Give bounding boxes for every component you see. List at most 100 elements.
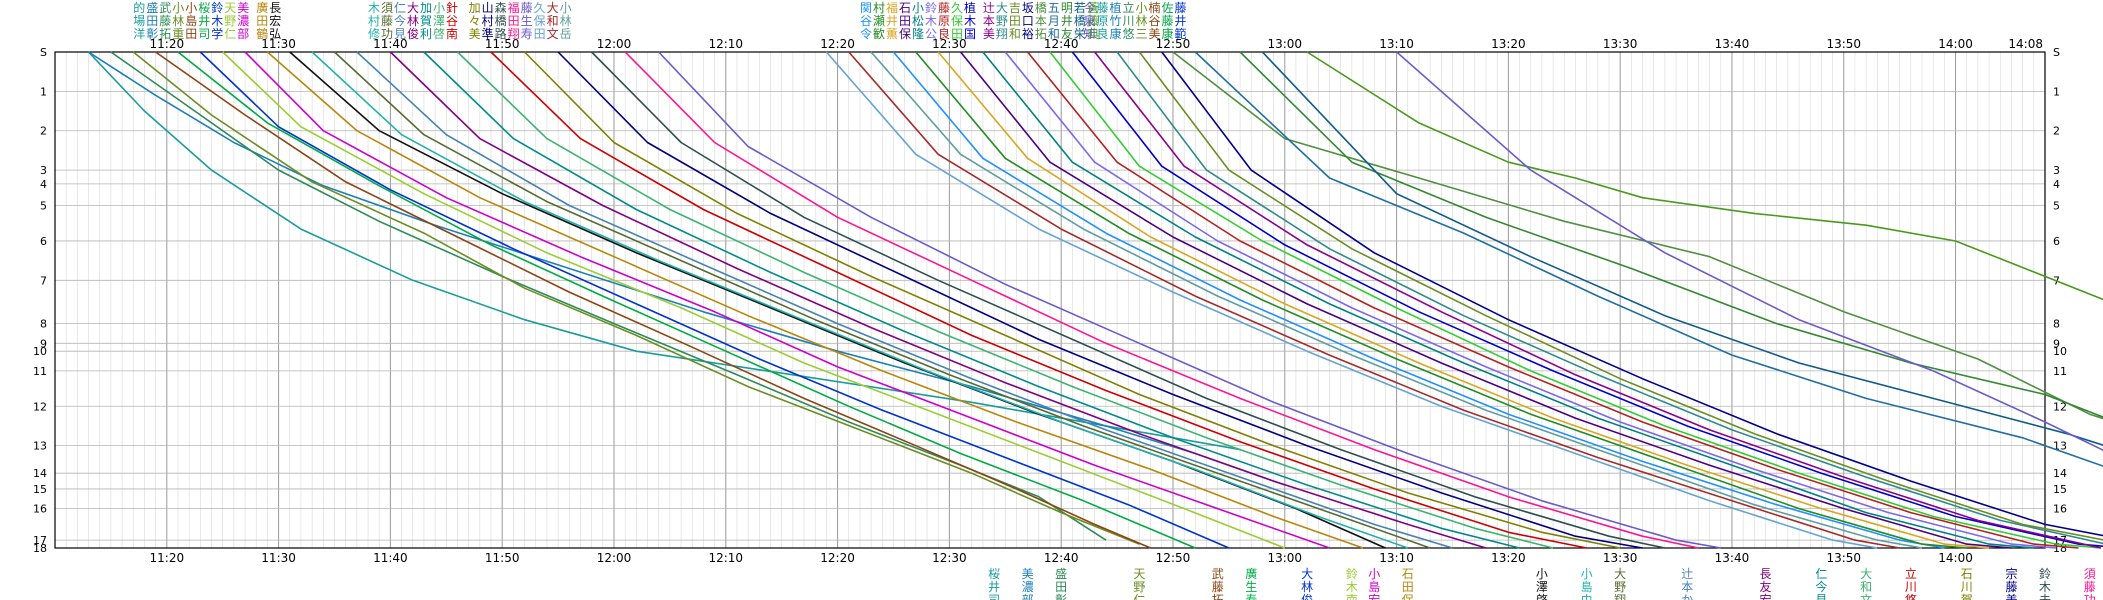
runner-name-char-top: 康 bbox=[1110, 26, 1122, 41]
x-tick-label-top: 12:00 bbox=[597, 37, 632, 51]
runner-name-char-top: 藤 bbox=[1175, 1, 1187, 15]
runner-name-char-top: 植 bbox=[964, 0, 976, 15]
runner-name-char-bottom: 啓 bbox=[1536, 592, 1548, 600]
runner-name-char-bottom: 廣 bbox=[1245, 567, 1257, 581]
series-line-12 bbox=[311, 51, 1409, 549]
runner-name-char-top: 藤 bbox=[521, 1, 533, 15]
runner-name-char-top: 栄 bbox=[1074, 27, 1086, 41]
runner-name-char-top: 小 bbox=[185, 1, 197, 15]
runner-name-char-top: 林 bbox=[172, 14, 184, 28]
runner-name-char-top: 福 bbox=[886, 0, 898, 15]
runner-name-char-top: 田 bbox=[951, 27, 963, 41]
runner-name-char-top: 文 bbox=[547, 26, 559, 41]
x-tick-label-top: 12:50 bbox=[1156, 37, 1191, 51]
y-level-label-left: 10 bbox=[33, 345, 47, 358]
runner-name-char-bottom: 須 bbox=[2084, 567, 2096, 581]
runner-name-char-bottom: 武 bbox=[1212, 567, 1224, 581]
x-tick-label-top: 12:10 bbox=[708, 37, 743, 51]
runner-name-char-bottom: 長 bbox=[1759, 567, 1771, 581]
runner-name-char-bottom: 宏 bbox=[1368, 592, 1380, 600]
series-line-25 bbox=[848, 51, 1900, 549]
x-tick-label-top: 12:30 bbox=[932, 37, 967, 51]
x-tick-label-bottom: 12:20 bbox=[820, 551, 855, 565]
runner-name-char-bottom: 由 bbox=[1581, 593, 1593, 600]
series-lines bbox=[87, 51, 2103, 549]
runner-name-char-top: 関 bbox=[860, 1, 872, 15]
y-level-label-right: 8 bbox=[2053, 318, 2060, 331]
y-level-label-left: 17 bbox=[33, 534, 47, 547]
x-tick-label-top: 13:00 bbox=[1267, 37, 1302, 51]
runner-name-char-top: 村 bbox=[482, 14, 494, 28]
x-end-label: 14:08 bbox=[2008, 37, 2043, 51]
runner-name-char-top: 谷 bbox=[446, 14, 458, 28]
runner-name-char-top: 久 bbox=[951, 1, 963, 15]
runner-name-char-top: 藤 bbox=[1097, 1, 1109, 15]
runner-name-char-top: 井 bbox=[198, 14, 210, 28]
series-line-19 bbox=[524, 51, 1621, 549]
runner-name-char-bottom: 俊 bbox=[1301, 592, 1313, 600]
series-line-33 bbox=[1026, 51, 2079, 549]
runner-name-char-top: 生 bbox=[521, 14, 533, 28]
runner-name-char-top: 植 bbox=[1110, 0, 1122, 15]
y-level-label-left: 1 bbox=[40, 85, 47, 98]
runner-name-char-top: 大 bbox=[407, 1, 419, 15]
runner-name-char-bottom: 小 bbox=[1536, 567, 1548, 581]
series-line-44 bbox=[1306, 51, 2103, 301]
runner-name-char-top: 辻 bbox=[983, 1, 995, 15]
runner-name-char-top: 賀 bbox=[420, 14, 432, 28]
runner-name-char-top: 田 bbox=[534, 27, 546, 41]
runner-name-char-top: 美 bbox=[983, 27, 995, 41]
runner-name-char-bottom: 林 bbox=[1301, 580, 1313, 594]
x-tick-label-top: 11:30 bbox=[261, 37, 296, 51]
runner-name-char-top: 林 bbox=[560, 14, 572, 28]
series-line-36 bbox=[1094, 51, 2102, 549]
runner-name-char-bottom: 大 bbox=[1614, 567, 1626, 581]
y-level-label-left: 5 bbox=[40, 200, 47, 213]
runner-name-char-top: 廣 bbox=[256, 1, 268, 15]
x-tick-label-bottom: 13:40 bbox=[1715, 551, 1750, 565]
runner-name-char-top: 藤 bbox=[381, 14, 393, 28]
x-tick-label-bottom: 14:00 bbox=[1938, 551, 1973, 565]
x-tick-label-bottom: 12:10 bbox=[708, 551, 743, 565]
x-tick-label-top: 13:50 bbox=[1826, 37, 1861, 51]
runner-name-char-top: 蒼 bbox=[1087, 1, 1099, 15]
axes: 11:20 11:20 11:30 11:30 11:40 11:40 11:50 11:50… bbox=[33, 37, 2067, 565]
runner-name-char-top: 場 bbox=[133, 14, 145, 28]
runner-name-char-top: 立 bbox=[1123, 0, 1135, 15]
series-line-26 bbox=[870, 51, 1923, 549]
x-tick-label-bottom: 13:50 bbox=[1826, 551, 1861, 565]
series-line-29 bbox=[937, 51, 1990, 549]
runner-name-char-bottom: 宗 bbox=[2005, 566, 2017, 581]
runner-name-char-bottom: 美 bbox=[2005, 593, 2017, 600]
runner-name-char-bottom: か bbox=[1681, 593, 1693, 600]
series-line-38 bbox=[1138, 51, 2103, 541]
runner-name-char-top: 福 bbox=[508, 0, 520, 15]
runner-name-char-top: 木 bbox=[964, 14, 976, 28]
y-level-label-left: 8 bbox=[40, 318, 47, 331]
series-line-20 bbox=[557, 51, 1643, 549]
runner-name-char-top: 森 bbox=[495, 0, 507, 15]
runner-name-char-top: 野 bbox=[996, 14, 1008, 28]
runner-name-char-bottom: 小 bbox=[1368, 567, 1380, 581]
series-line-39 bbox=[1161, 51, 2103, 537]
runner-name-char-top: 司 bbox=[198, 27, 210, 41]
runner-name-char-top: 武 bbox=[159, 1, 171, 15]
runner-name-char-bottom: 野 bbox=[1133, 580, 1145, 594]
series-line-17 bbox=[456, 51, 1554, 549]
runner-name-char-top: 的 bbox=[133, 0, 145, 15]
runner-name-char-top: 利 bbox=[420, 27, 432, 41]
runner-name-char-bottom: 川 bbox=[1961, 580, 1973, 594]
series-line-18 bbox=[490, 51, 1587, 549]
runner-name-char-top: 悠 bbox=[1123, 26, 1135, 41]
runner-name-char-top: 桜 bbox=[198, 1, 210, 15]
series-line-42 bbox=[1239, 51, 2103, 418]
y-level-label-left: 16 bbox=[33, 503, 47, 516]
series-line-16 bbox=[423, 51, 1520, 549]
x-tick-label-bottom: 13:10 bbox=[1379, 551, 1414, 565]
runner-name-char-top: 橋 bbox=[1074, 14, 1086, 28]
runner-name-char-bottom: 田 bbox=[1055, 580, 1067, 594]
x-tick-label-bottom: 12:40 bbox=[1044, 551, 1079, 565]
series-line-40 bbox=[1172, 51, 2103, 420]
runner-name-char-top: 盛 bbox=[146, 0, 158, 15]
y-level-label-right: S bbox=[2053, 46, 2060, 59]
